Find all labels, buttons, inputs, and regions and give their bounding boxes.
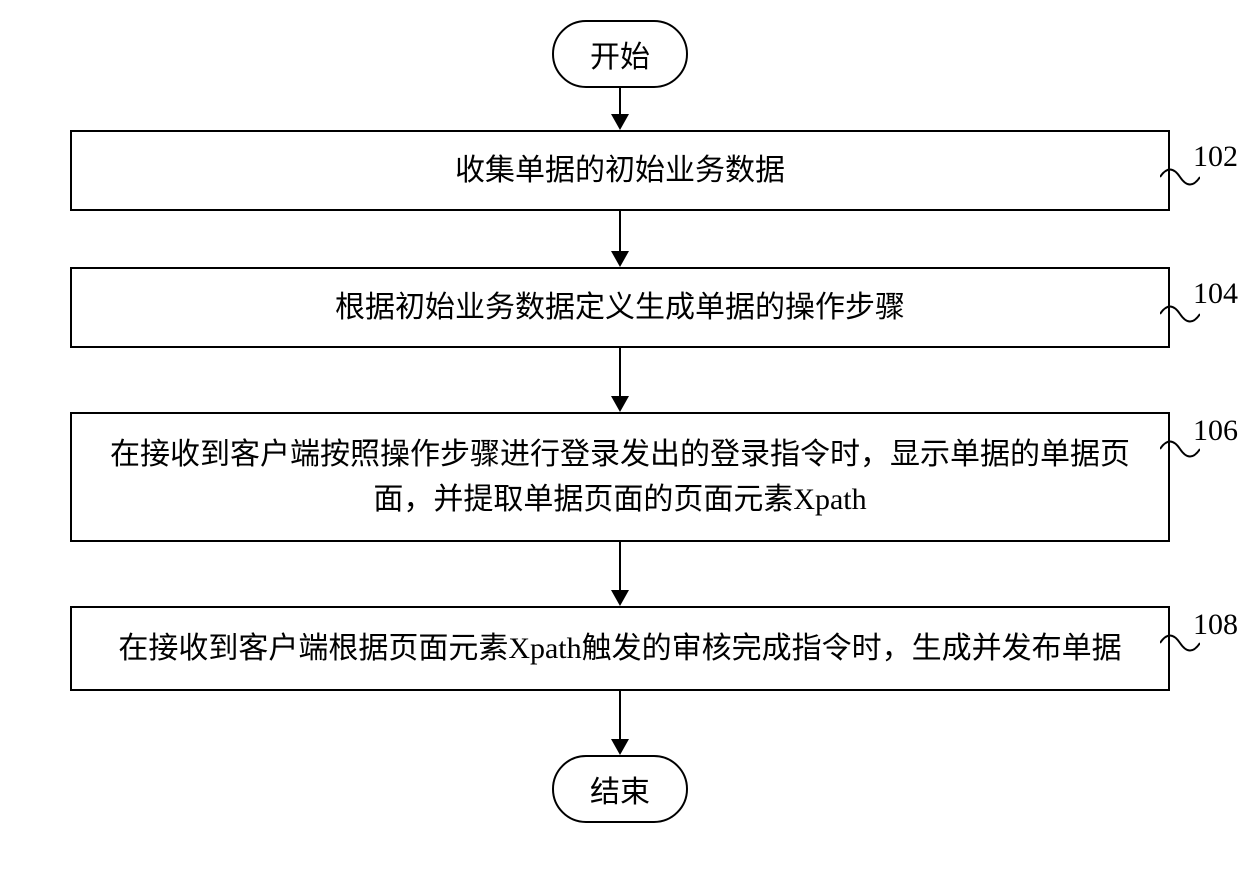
step-number: 104 [1193,277,1238,311]
process-step-102: 收集单据的初始业务数据 [70,130,1170,211]
step-number: 108 [1193,608,1238,642]
arrow-head-icon [611,590,629,606]
end-label: 结束 [590,776,650,809]
start-label: 开始 [590,41,650,74]
step-row: 根据初始业务数据定义生成单据的操作步骤 104 [70,267,1170,348]
arrow-line [619,348,621,396]
arrow-head-icon [611,114,629,130]
step-text: 在接收到客户端根据页面元素Xpath触发的审核完成指令时，生成并发布单据 [118,632,1121,665]
arrow-head-icon [611,396,629,412]
flowchart-container: 开始 收集单据的初始业务数据 102 根据初始业务数据定义生成单据的操作步骤 1… [70,20,1170,823]
process-step-104: 根据初始业务数据定义生成单据的操作步骤 [70,267,1170,348]
step-number: 102 [1193,140,1238,174]
arrow-head-icon [611,739,629,755]
arrow-line [619,211,621,251]
step-row: 收集单据的初始业务数据 102 [70,130,1170,211]
arrow-line [619,691,621,739]
step-row: 在接收到客户端根据页面元素Xpath触发的审核完成指令时，生成并发布单据 108 [70,606,1170,691]
arrow-line [619,542,621,590]
step-text: 根据初始业务数据定义生成单据的操作步骤 [335,291,905,324]
arrow [619,691,621,755]
step-text: 收集单据的初始业务数据 [455,154,785,187]
arrow [619,211,621,267]
arrow-head-icon [611,251,629,267]
process-step-108: 在接收到客户端根据页面元素Xpath触发的审核完成指令时，生成并发布单据 [70,606,1170,691]
arrow-line [619,88,621,114]
step-row: 在接收到客户端按照操作步骤进行登录发出的登录指令时，显示单据的单据页面，并提取单… [70,412,1170,542]
step-number: 106 [1193,414,1238,448]
process-step-106: 在接收到客户端按照操作步骤进行登录发出的登录指令时，显示单据的单据页面，并提取单… [70,412,1170,542]
arrow [619,348,621,412]
step-text: 在接收到客户端按照操作步骤进行登录发出的登录指令时，显示单据的单据页面，并提取单… [110,438,1130,516]
start-terminal: 开始 [552,20,688,88]
arrow [619,542,621,606]
end-terminal: 结束 [552,755,688,823]
arrow [619,88,621,130]
